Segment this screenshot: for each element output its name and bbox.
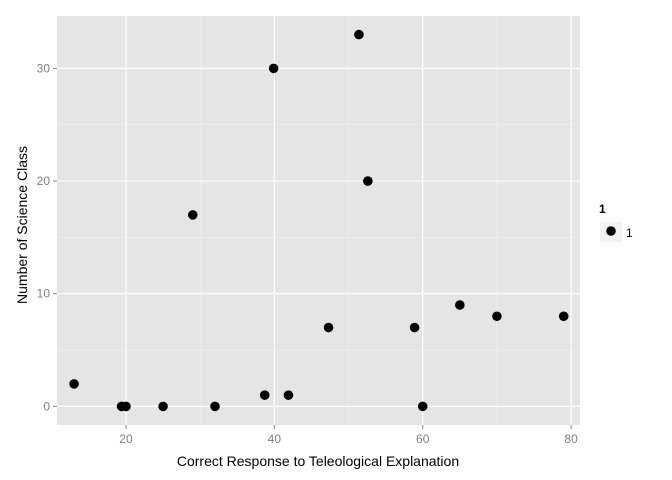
data-point: [417, 401, 428, 412]
data-point: [363, 176, 373, 186]
data-point: [492, 311, 502, 322]
y-tick-label: 0: [43, 399, 50, 413]
data-point: [268, 63, 279, 74]
data-point: [158, 401, 168, 412]
legend-title: 1: [599, 202, 606, 216]
data-point: [455, 300, 465, 310]
x-axis-ticks: 20 40 60 80: [119, 425, 578, 446]
data-point: [354, 29, 364, 40]
data-points: [69, 29, 569, 412]
plot-panel: [57, 16, 580, 425]
x-axis-title: Correct Response to Teleological Explana…: [177, 453, 459, 469]
minor-gridlines: [57, 16, 580, 425]
y-tick-label: 20: [37, 174, 51, 188]
data-point: [210, 401, 220, 412]
x-tick-label: 20: [119, 432, 133, 446]
x-tick-label: 60: [416, 432, 430, 446]
data-point: [409, 322, 420, 333]
legend-key-point: [606, 226, 616, 236]
y-axis-title: Number of Science Class: [14, 146, 30, 304]
data-point: [121, 401, 131, 412]
y-tick-label: 10: [37, 287, 51, 301]
x-tick-label: 80: [564, 432, 578, 446]
data-point: [69, 379, 79, 389]
data-point: [323, 322, 334, 333]
data-point: [558, 311, 569, 322]
y-tick-label: 30: [37, 61, 51, 75]
y-axis-ticks: 0 10 20 30: [37, 61, 57, 413]
legend: 1 1: [599, 202, 633, 242]
legend-label: 1: [626, 226, 633, 240]
data-point: [187, 210, 198, 220]
data-point: [259, 390, 270, 400]
x-tick-label: 40: [268, 432, 282, 446]
major-gridlines: [57, 16, 580, 425]
data-point: [283, 390, 294, 400]
